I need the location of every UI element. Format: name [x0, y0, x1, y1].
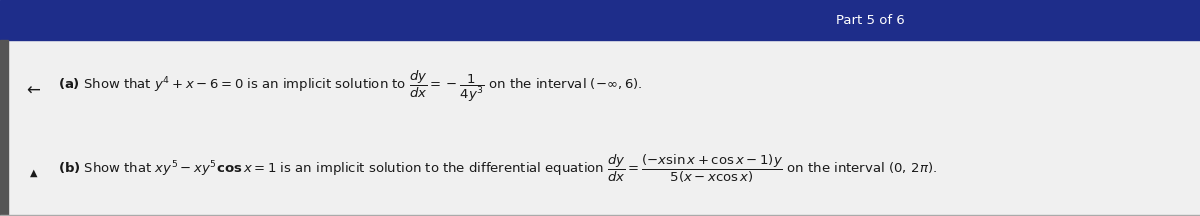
- Bar: [0, 0, 1200, 40]
- Text: Part 5 of 6: Part 5 of 6: [835, 13, 905, 27]
- Text: ←: ←: [26, 82, 41, 100]
- Text: $\mathbf{(a)}$ Show that $y^4 + x - 6 = 0$ is an implicit solution to $\dfrac{dy: $\mathbf{(a)}$ Show that $y^4 + x - 6 = …: [58, 69, 642, 104]
- Text: $\mathbf{(b)}$ Show that $xy^5 - xy^5 \mathbf{cos}\,x = 1$ is an implicit soluti: $\mathbf{(b)}$ Show that $xy^5 - xy^5 \m…: [58, 152, 937, 184]
- Bar: [0, 40, 8, 216]
- Text: ▲: ▲: [30, 168, 37, 178]
- Bar: [0, 215, 1200, 216]
